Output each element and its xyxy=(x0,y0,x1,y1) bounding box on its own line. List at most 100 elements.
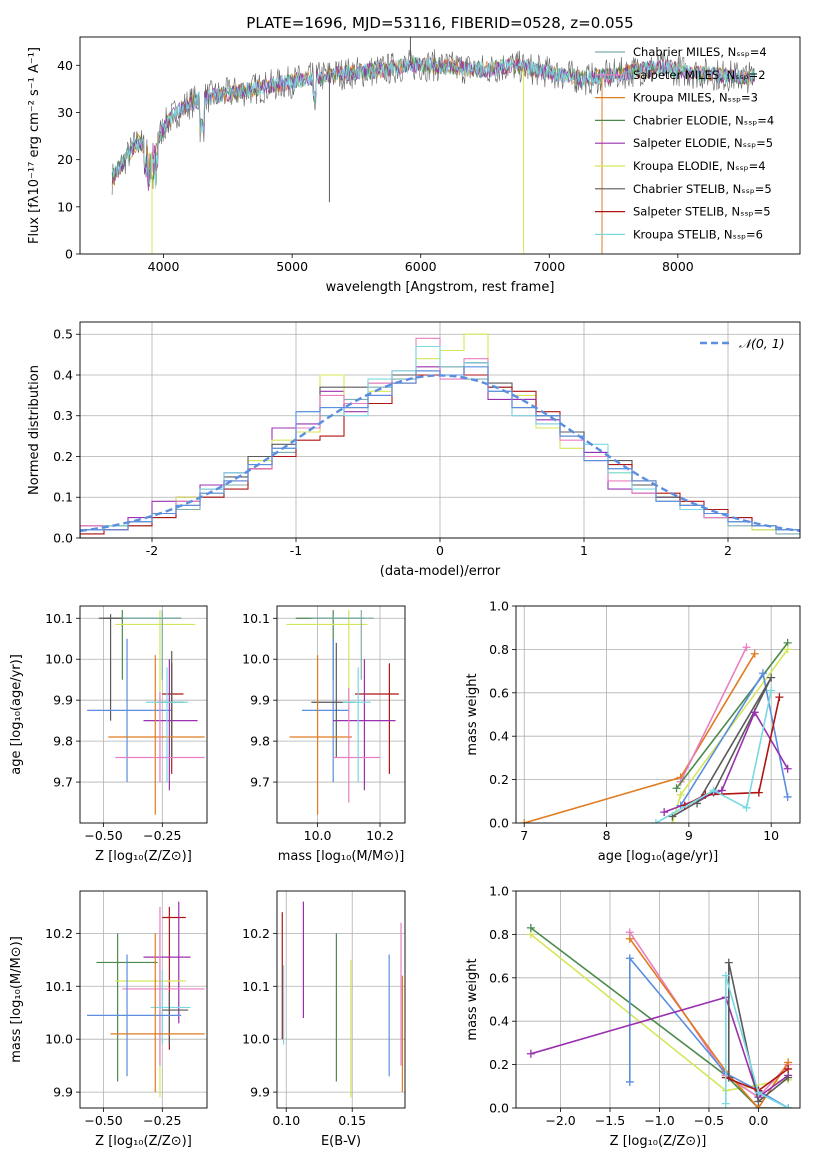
x-tick-label: -1 xyxy=(290,543,302,558)
x-tick-label: 0 xyxy=(436,543,444,558)
data-point-marker xyxy=(742,803,751,812)
data-point-marker xyxy=(742,643,751,652)
x-tick-label: −0.50 xyxy=(84,1113,122,1128)
mass_vs_ebv-plot-area xyxy=(281,901,403,1098)
data-point-marker xyxy=(758,669,767,678)
y-tick-label: 0.1 xyxy=(53,490,73,505)
data-point-marker xyxy=(660,808,669,817)
x-tick-label: −2.0 xyxy=(545,1113,575,1128)
data-point-marker xyxy=(783,645,792,654)
x-tick-label: 4000 xyxy=(148,259,180,274)
spectrum-line xyxy=(111,57,756,189)
y-tick-label: 0.4 xyxy=(53,367,73,382)
legend-entry: Chabrier MILES, Nₛₛₚ=4 xyxy=(633,45,767,59)
y-axis-label: mass weight xyxy=(465,673,480,755)
y-tick-label: 10.0 xyxy=(242,1032,270,1047)
x-tick-label: -2 xyxy=(146,543,158,558)
x-tick-label: 10 xyxy=(763,828,779,843)
y-axis-label: mass [log₁₀(M/M⊙)] xyxy=(9,936,24,1063)
y-tick-label: 0.0 xyxy=(53,531,73,546)
series-line xyxy=(523,653,756,823)
y-tick-label: 9.9 xyxy=(250,1085,270,1100)
data-point-marker xyxy=(724,958,733,967)
y-tick-label: 0.0 xyxy=(489,1101,509,1116)
mass_vs_ebv-frame xyxy=(276,890,406,1109)
y-axis-label: Normed distribution xyxy=(27,365,42,495)
x-tick-label: 0.0 xyxy=(748,1113,768,1128)
age_vs_mass-plot-area xyxy=(286,610,399,815)
spectrum-line xyxy=(111,56,756,188)
data-point-marker xyxy=(784,1064,793,1073)
data-point-marker xyxy=(709,786,718,795)
mass_vs_ebv-panel: 0.10 0.15 9.9 10.0 10.1 10.2 E(B-V) xyxy=(242,890,406,1149)
y-tick-label: 10.0 xyxy=(45,1032,73,1047)
series-line xyxy=(725,975,789,1108)
series-line xyxy=(671,677,772,818)
data-point-marker xyxy=(775,693,784,702)
data-point-marker xyxy=(520,819,529,823)
y-tick-label: 0.0 xyxy=(489,816,509,831)
data-point-marker xyxy=(784,1073,793,1082)
data-point-marker xyxy=(750,649,759,658)
data-point-marker xyxy=(672,784,681,793)
y-tick-label: 10.1 xyxy=(242,611,270,626)
mass_vs_metallicity-panel: −0.50 −0.25 9.9 10.0 10.1 10.2 Z [log₁₀(Z/Z⊙)]… xyxy=(9,890,208,1149)
residual_histogram-frame xyxy=(79,321,801,539)
x-tick-label: 2 xyxy=(724,543,732,558)
y-tick-label: 9.9 xyxy=(53,1085,73,1100)
y-tick-label: 30 xyxy=(57,105,73,120)
data-point-marker xyxy=(625,954,634,963)
x-axis-label: age [log₁₀(age/yr)] xyxy=(598,849,719,864)
legend-entry: Salpeter ELODIE, Nₛₛₚ=5 xyxy=(633,136,773,150)
y-axis-label: mass weight xyxy=(465,958,480,1040)
spectrum-panel: 4000 5000 6000 7000 8000 0 10 20 30 40 wavelength … xyxy=(27,36,801,295)
legend-entry: Chabrier ELODIE, Nₛₛₚ=4 xyxy=(633,113,774,127)
y-tick-label: 0.6 xyxy=(489,685,509,700)
y-tick-label: 0.2 xyxy=(53,449,73,464)
y-tick-label: 10.0 xyxy=(45,652,73,667)
residual_histogram-plot-area xyxy=(80,333,800,538)
series-line xyxy=(655,690,772,823)
y-tick-label: 40 xyxy=(57,58,73,73)
series-line xyxy=(684,696,781,807)
y-tick-label: 10.1 xyxy=(45,979,73,994)
age_vs_mass-panel: 10.0 10.2 9.7 9.8 9.9 10.0 10.1 mass [log₁₀(M/M… xyxy=(242,605,406,864)
series-line xyxy=(675,642,789,789)
y-tick-label: 9.9 xyxy=(250,693,270,708)
mass_weight_vs_age-frame xyxy=(515,605,801,824)
x-axis-label: Z [log₁₀(Z/Z⊙)] xyxy=(95,1134,192,1149)
age_vs_metallicity-panel: −0.50 −0.25 9.7 9.8 9.9 10.0 10.1 Z [log₁₀(Z/Z⊙… xyxy=(9,605,208,864)
data-point-marker xyxy=(693,799,702,808)
x-tick-label: 9 xyxy=(685,828,693,843)
x-tick-label: 7000 xyxy=(533,259,565,274)
data-point-marker xyxy=(783,792,792,801)
data-point-marker xyxy=(783,764,792,773)
legend-entry: Chabrier STELIB, Nₛₛₚ=5 xyxy=(633,182,772,196)
x-axis-label: Z [log₁₀(Z/Z⊙)] xyxy=(95,849,192,864)
x-tick-label: −1.5 xyxy=(595,1113,625,1128)
x-tick-label: −0.5 xyxy=(694,1113,724,1128)
y-tick-label: 0.5 xyxy=(53,327,73,342)
data-point-marker xyxy=(651,819,660,823)
x-tick-label: −0.25 xyxy=(143,1113,181,1128)
y-tick-label: 0.8 xyxy=(489,927,509,942)
age_vs_mass-frame xyxy=(276,605,406,824)
x-tick-label: 0.10 xyxy=(272,1113,300,1128)
y-tick-label: 9.7 xyxy=(53,775,73,790)
residual_histogram-panel: -2 -1 0 1 2 0.0 0.1 0.2 0.3 0.4 0.5 (data-model)/er… xyxy=(27,321,801,579)
x-axis-label: E(B-V) xyxy=(321,1134,361,1149)
y-tick-label: 0.4 xyxy=(489,1014,509,1029)
legend-entry: 𝒩(0, 1) xyxy=(739,336,785,351)
series-line xyxy=(629,938,789,1108)
age_vs_metallicity-frame xyxy=(79,605,208,824)
spectrum-plot-area xyxy=(111,37,756,254)
data-point-marker xyxy=(721,971,730,980)
y-tick-label: 0.2 xyxy=(489,772,509,787)
x-tick-label: 5000 xyxy=(276,259,308,274)
y-tick-label: 9.9 xyxy=(53,693,73,708)
x-tick-label: 7 xyxy=(520,828,528,843)
data-point-marker xyxy=(750,708,759,717)
x-axis-label: Z [log₁₀(Z/Z⊙)] xyxy=(610,1134,707,1149)
series-line xyxy=(530,996,789,1099)
x-tick-label: −1.0 xyxy=(644,1113,674,1128)
